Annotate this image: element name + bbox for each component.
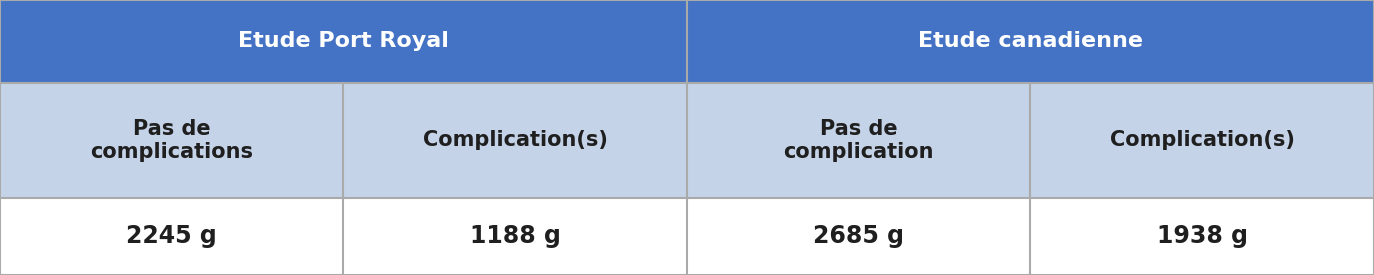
Text: Pas de
complications: Pas de complications	[91, 119, 253, 162]
Text: Etude Port Royal: Etude Port Royal	[238, 31, 449, 51]
Text: Etude canadienne: Etude canadienne	[918, 31, 1143, 51]
Bar	[687, 0, 1374, 82]
Bar	[687, 198, 1030, 275]
Bar	[344, 82, 687, 198]
Text: Pas de
complication: Pas de complication	[783, 119, 934, 162]
Bar	[344, 198, 687, 275]
Text: 2685 g: 2685 g	[813, 224, 904, 249]
Bar	[687, 82, 1030, 198]
Text: Complication(s): Complication(s)	[423, 130, 607, 150]
Text: 1188 g: 1188 g	[470, 224, 561, 249]
Bar	[1030, 82, 1374, 198]
Bar	[0, 82, 344, 198]
Text: Complication(s): Complication(s)	[1110, 130, 1294, 150]
Bar	[0, 198, 344, 275]
Bar	[1030, 198, 1374, 275]
Text: 2245 g: 2245 g	[126, 224, 217, 249]
Text: 1938 g: 1938 g	[1157, 224, 1248, 249]
Bar	[0, 0, 687, 82]
